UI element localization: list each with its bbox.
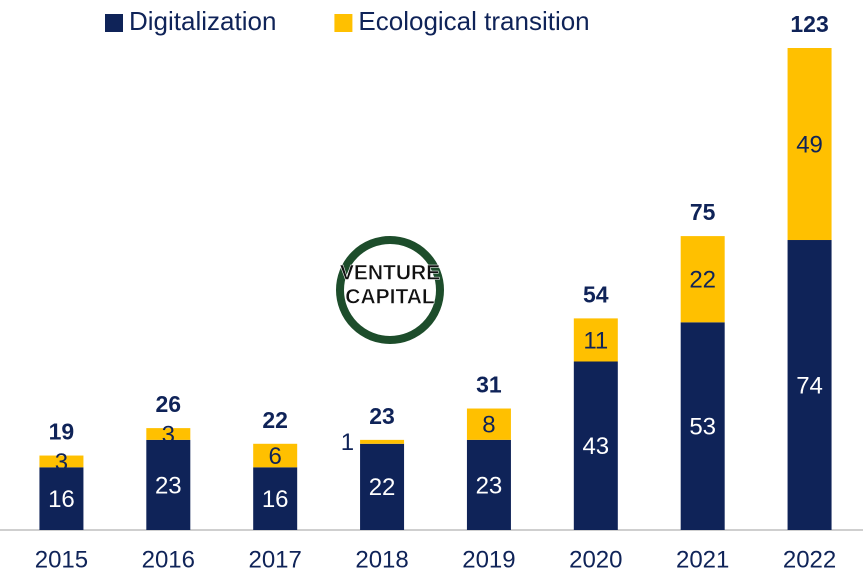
logo-text: CAPITAL	[345, 286, 435, 309]
value-label: 74	[796, 372, 823, 399]
x-tick-label: 2016	[142, 546, 195, 573]
bar-segment	[360, 443, 405, 530]
value-label: 6	[269, 443, 282, 470]
legend-swatch	[334, 14, 353, 32]
value-label: 22	[369, 474, 396, 501]
bar-segment	[146, 428, 191, 440]
value-label: 3	[55, 449, 68, 476]
value-label: 43	[582, 433, 609, 460]
x-tick-label: 2020	[569, 546, 622, 573]
bar-segment	[39, 455, 84, 468]
bar-segment	[680, 322, 725, 530]
bar-segment	[466, 439, 511, 530]
total-label: 123	[790, 11, 828, 37]
value-label: 8	[482, 412, 495, 439]
x-tick-label: 2019	[462, 546, 515, 573]
bar-segment	[787, 48, 832, 241]
bar-segment	[680, 236, 725, 323]
value-label: 53	[689, 413, 716, 440]
bar-segment	[466, 408, 511, 440]
value-label: 11	[583, 327, 608, 354]
bar-segment	[39, 467, 84, 530]
x-tick-label: 2017	[248, 546, 301, 573]
x-tick-label: 2018	[355, 546, 408, 573]
value-label: 3	[162, 421, 175, 448]
value-label: 1	[341, 429, 354, 456]
total-label: 26	[156, 391, 182, 417]
logo-text: VENTURE	[340, 262, 440, 285]
value-label: 16	[262, 486, 289, 513]
legend-label: Ecological transition	[358, 6, 589, 36]
bar-segment	[360, 439, 405, 444]
bar-segment	[253, 467, 298, 530]
bar-segment	[146, 439, 191, 530]
value-label: 22	[689, 267, 716, 294]
value-label: 49	[796, 131, 823, 158]
total-label: 31	[476, 372, 502, 398]
bar-segment	[253, 443, 298, 468]
bar-segment	[573, 361, 618, 530]
x-tick-label: 2022	[783, 546, 836, 573]
total-label: 19	[49, 419, 75, 445]
value-label: 23	[155, 472, 182, 499]
value-label: 16	[48, 486, 75, 513]
legend-swatch	[105, 14, 123, 32]
total-label: 22	[262, 407, 288, 433]
legend-label: Digitalization	[129, 6, 276, 36]
value-label: 23	[476, 472, 503, 499]
x-tick-label: 2021	[676, 546, 729, 573]
logo: VENTURE CAPITAL	[336, 236, 444, 344]
x-tick-label: 2015	[35, 546, 88, 573]
total-label: 23	[369, 403, 395, 429]
total-label: 54	[583, 281, 609, 307]
logo-ring	[336, 236, 444, 344]
bar-segment	[787, 240, 832, 530]
bar-segment	[573, 318, 618, 362]
total-label: 75	[690, 199, 716, 225]
